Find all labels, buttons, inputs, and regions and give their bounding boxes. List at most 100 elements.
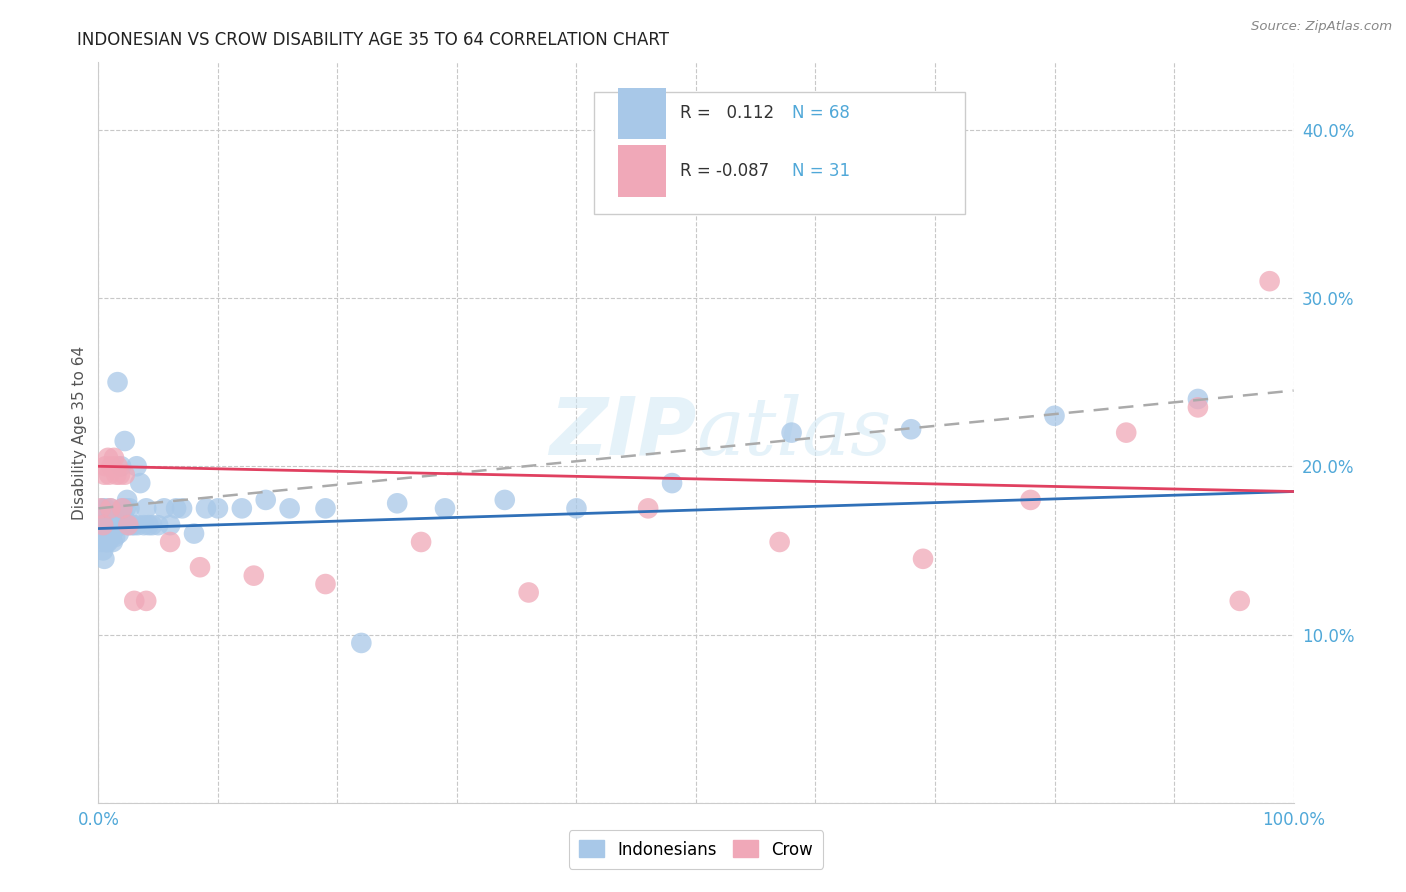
Y-axis label: Disability Age 35 to 64: Disability Age 35 to 64: [72, 345, 87, 520]
Point: [127, 518, 149, 533]
Point: [91, 535, 114, 549]
Text: N = 31: N = 31: [792, 161, 849, 180]
Point: [104, 530, 127, 544]
Point: [100, 459, 122, 474]
Point: [124, 518, 146, 533]
Point: [98, 526, 121, 541]
Point: [1187, 392, 1209, 406]
Point: [1043, 409, 1066, 423]
Point: [385, 496, 409, 510]
Point: [115, 492, 138, 507]
Point: [105, 467, 128, 482]
Point: [91, 518, 114, 533]
Point: [165, 501, 187, 516]
Point: [97, 450, 120, 465]
Point: [96, 518, 118, 533]
Point: [103, 450, 125, 465]
Point: [98, 467, 121, 482]
Text: N = 68: N = 68: [792, 104, 849, 122]
Point: [278, 501, 301, 516]
Point: [118, 501, 141, 516]
Point: [100, 530, 122, 544]
Point: [96, 535, 118, 549]
Point: [1229, 594, 1251, 608]
Point: [153, 501, 176, 516]
Point: [1115, 425, 1137, 440]
Point: [661, 476, 683, 491]
Legend: Indonesians, Crow: Indonesians, Crow: [568, 830, 824, 869]
Point: [517, 585, 540, 599]
Point: [172, 501, 194, 516]
Point: [98, 518, 122, 533]
Point: [101, 518, 124, 533]
Point: [90, 518, 112, 533]
Point: [159, 518, 181, 533]
Text: INDONESIAN VS CROW DISABILITY AGE 35 TO 64 CORRELATION CHART: INDONESIAN VS CROW DISABILITY AGE 35 TO …: [77, 31, 669, 49]
Point: [111, 509, 134, 524]
Point: [117, 518, 139, 533]
Point: [254, 492, 277, 507]
Point: [1019, 492, 1042, 507]
Point: [1187, 401, 1209, 415]
Point: [91, 518, 114, 533]
Point: [117, 518, 139, 533]
Point: [93, 551, 115, 566]
Point: [125, 459, 148, 474]
FancyBboxPatch shape: [619, 87, 666, 139]
Point: [231, 501, 253, 516]
Point: [90, 501, 112, 516]
Point: [93, 467, 115, 482]
Point: [105, 518, 128, 533]
Point: [97, 535, 120, 549]
Point: [91, 501, 114, 516]
Point: [243, 568, 266, 582]
Point: [207, 501, 229, 516]
Point: [115, 501, 138, 516]
Point: [350, 636, 373, 650]
Text: R =   0.112: R = 0.112: [681, 104, 775, 122]
Point: [98, 501, 122, 516]
Point: [108, 518, 131, 533]
Point: [411, 535, 433, 549]
Point: [434, 501, 457, 516]
Point: [315, 577, 337, 591]
Point: [103, 509, 125, 524]
Point: [114, 434, 136, 448]
Point: [768, 535, 790, 549]
Point: [637, 501, 659, 516]
Point: [1258, 274, 1281, 288]
Point: [135, 501, 157, 516]
Point: [141, 518, 163, 533]
Point: [91, 543, 114, 558]
Text: atlas: atlas: [696, 394, 891, 471]
Point: [94, 459, 117, 474]
Point: [114, 467, 136, 482]
Point: [148, 518, 170, 533]
Point: [195, 501, 218, 516]
Text: Source: ZipAtlas.com: Source: ZipAtlas.com: [1251, 20, 1392, 33]
Point: [98, 501, 122, 516]
Point: [315, 501, 337, 516]
Point: [111, 501, 134, 516]
Point: [107, 375, 129, 389]
Point: [97, 509, 120, 524]
Point: [138, 518, 160, 533]
FancyBboxPatch shape: [595, 92, 965, 214]
Point: [107, 526, 129, 541]
Text: ZIP: ZIP: [548, 393, 696, 472]
Point: [94, 501, 117, 516]
Point: [900, 422, 922, 436]
Point: [780, 425, 803, 440]
Point: [98, 518, 121, 533]
Point: [107, 509, 129, 524]
Point: [159, 535, 181, 549]
Point: [188, 560, 211, 574]
Point: [108, 467, 131, 482]
Point: [911, 551, 934, 566]
FancyBboxPatch shape: [619, 145, 666, 197]
Text: R = -0.087: R = -0.087: [681, 161, 769, 180]
Point: [135, 594, 157, 608]
Point: [93, 509, 115, 524]
Point: [103, 523, 125, 537]
Point: [124, 594, 146, 608]
